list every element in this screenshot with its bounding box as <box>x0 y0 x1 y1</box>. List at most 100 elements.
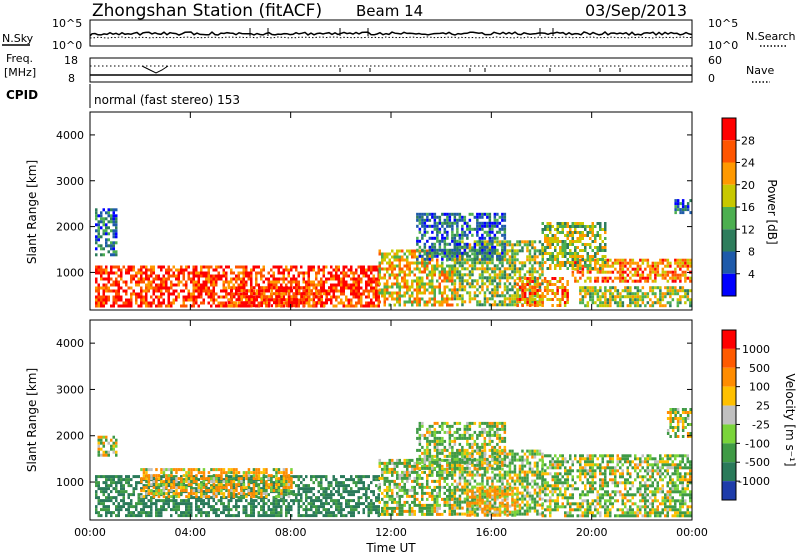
data-cell <box>473 291 477 295</box>
data-cell <box>521 240 524 244</box>
data-cell <box>212 274 215 278</box>
data-cell <box>280 483 283 487</box>
data-cell <box>393 291 396 295</box>
data-cell <box>679 301 682 305</box>
data-cell <box>584 279 587 283</box>
data-cell <box>238 298 241 302</box>
data-cell <box>461 257 464 261</box>
data-cell <box>350 475 353 479</box>
data-cell <box>428 282 431 286</box>
data-cell <box>110 265 113 269</box>
data-cell <box>300 499 303 503</box>
data-cell <box>478 249 482 253</box>
data-cell <box>498 215 502 219</box>
data-cell <box>599 246 602 249</box>
data-cell <box>438 300 441 304</box>
data-cell <box>130 514 133 518</box>
data-cell <box>646 295 650 299</box>
data-cell <box>426 261 429 265</box>
data-cell <box>604 228 607 231</box>
data-cell <box>322 301 325 305</box>
data-cell <box>252 502 255 506</box>
data-cell <box>468 246 472 250</box>
data-cell <box>180 280 183 284</box>
data-cell <box>345 514 348 518</box>
nsearch-tick-top: 10^5 <box>708 17 738 30</box>
data-cell <box>544 246 547 249</box>
data-cell <box>147 483 151 487</box>
data-cell <box>177 492 181 496</box>
data-cell <box>639 276 642 280</box>
data-cell <box>127 478 130 482</box>
data-cell <box>235 489 238 493</box>
data-cell <box>523 286 527 289</box>
data-cell <box>320 493 323 497</box>
data-cell <box>501 233 504 237</box>
data-cell <box>556 252 559 255</box>
data-cell <box>516 267 519 271</box>
data-cell <box>307 277 310 281</box>
data-cell <box>486 276 489 280</box>
data-cell <box>262 471 266 475</box>
data-cell <box>357 496 360 500</box>
data-cell <box>210 292 213 296</box>
data-cell <box>466 251 469 255</box>
data-cell <box>182 289 185 293</box>
data-cell <box>115 253 118 257</box>
data-cell <box>458 285 462 289</box>
data-cell <box>312 502 315 506</box>
data-cell <box>100 295 103 299</box>
data-cell <box>210 496 213 500</box>
data-cell <box>659 273 662 277</box>
data-cell <box>232 487 235 491</box>
data-cell <box>594 234 597 237</box>
data-cell <box>483 236 487 240</box>
data-cell <box>636 261 640 265</box>
data-cell <box>310 514 313 518</box>
data-cell <box>626 279 630 283</box>
data-cell <box>175 477 178 481</box>
data-cell <box>616 270 620 274</box>
data-cell <box>431 215 434 219</box>
data-cell <box>245 292 248 296</box>
data-cell <box>320 481 323 485</box>
data-cell <box>576 270 580 274</box>
data-cell <box>305 499 308 503</box>
data-cell <box>381 267 384 271</box>
data-cell <box>493 264 497 268</box>
data-cell <box>197 286 200 290</box>
data-cell <box>190 486 193 490</box>
data-cell <box>305 475 308 479</box>
data-cell <box>347 493 350 497</box>
data-cell <box>110 283 113 287</box>
data-cell <box>307 487 310 491</box>
data-cell <box>476 215 479 219</box>
data-cell <box>152 502 155 506</box>
data-cell <box>130 499 133 503</box>
data-cell <box>360 265 363 269</box>
data-cell <box>150 483 153 487</box>
data-cell <box>639 279 642 283</box>
data-cell <box>270 474 273 478</box>
data-cell <box>513 243 517 247</box>
data-cell <box>315 508 318 512</box>
data-cell <box>260 301 263 305</box>
data-cell <box>689 199 692 203</box>
data-cell <box>679 298 682 302</box>
data-cell <box>433 288 436 292</box>
data-cell <box>155 511 158 515</box>
data-cell <box>222 268 225 272</box>
data-cell <box>367 505 370 509</box>
data-cell <box>388 264 391 268</box>
data-cell <box>571 240 574 243</box>
data-cell <box>496 303 499 307</box>
data-cell <box>140 295 143 299</box>
data-cell <box>337 481 340 485</box>
data-cell <box>347 505 350 509</box>
data-cell <box>350 490 353 494</box>
data-cell <box>446 215 449 219</box>
data-cell <box>243 295 246 299</box>
data-cell <box>293 304 296 308</box>
data-cell <box>433 285 436 289</box>
data-cell <box>448 242 452 246</box>
